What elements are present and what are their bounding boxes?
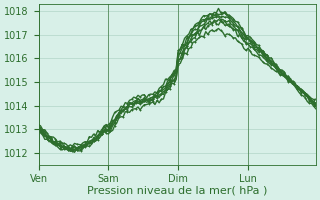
X-axis label: Pression niveau de la mer( hPa ): Pression niveau de la mer( hPa ) [87,186,268,196]
